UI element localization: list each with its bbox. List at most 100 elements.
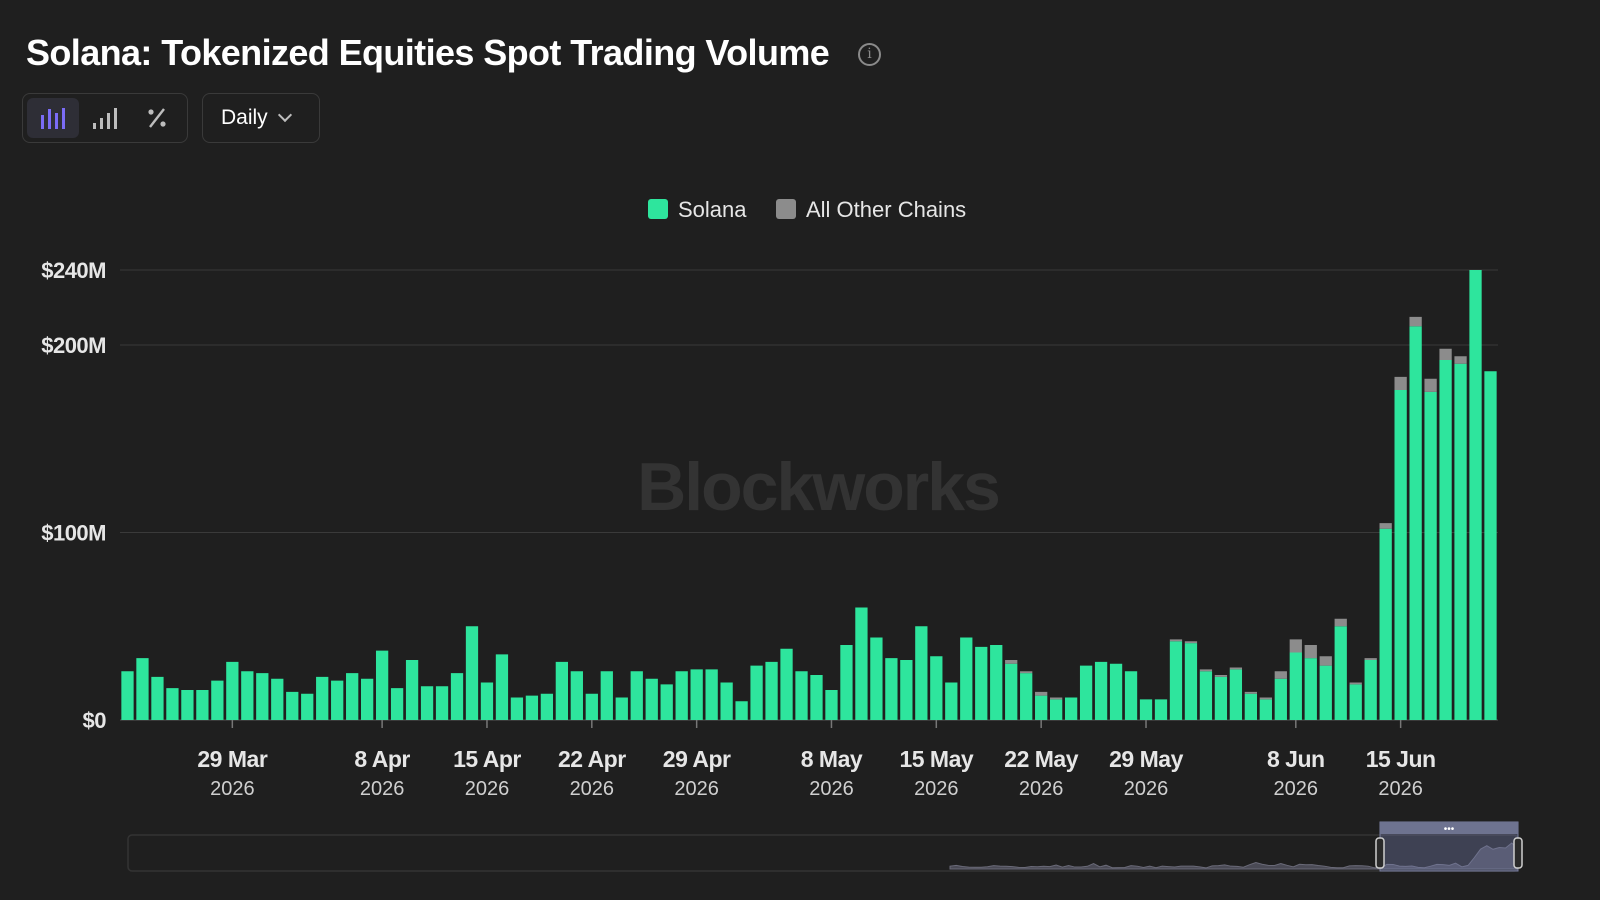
x-tick-year: 2026 (674, 778, 719, 800)
bar-solana (331, 680, 344, 720)
bar-solana (855, 607, 868, 720)
bar-solana (1124, 671, 1138, 720)
x-tick-label: 22 May (1004, 746, 1078, 772)
bar-solana (1304, 658, 1317, 720)
bar-other-chains (1259, 697, 1272, 700)
bar-solana (720, 682, 733, 720)
bar-solana (645, 678, 658, 720)
x-tick-label: 15 May (899, 746, 973, 772)
bar-solana (930, 656, 943, 720)
x-tick-year: 2026 (1274, 778, 1319, 800)
bar-solana (450, 673, 464, 720)
period-dropdown[interactable]: Daily (202, 93, 320, 143)
bar-solana (435, 686, 449, 720)
bar-other-chains (1169, 639, 1183, 642)
bar-solana (1214, 676, 1228, 720)
x-tick-label: 15 Apr (453, 746, 521, 772)
bar-solana (1274, 678, 1287, 720)
bar-solana (1020, 673, 1033, 720)
bar-other-chains (1184, 641, 1198, 644)
bar-solana (1289, 652, 1302, 720)
bar-solana (555, 661, 568, 720)
bar-other-chains (1394, 376, 1407, 390)
y-tick-label: $240M (41, 258, 106, 283)
bar-solana (705, 669, 718, 720)
bar-other-chains (1439, 348, 1452, 360)
x-tick-label: 22 Apr (558, 746, 626, 772)
bar-solana (166, 688, 179, 720)
legend-solana-label: Solana (678, 197, 747, 222)
navigator-selection-bar (1380, 822, 1518, 834)
y-tick-label: $0 (83, 708, 107, 733)
bar-solana (1109, 663, 1123, 720)
bar-solana (1319, 665, 1332, 720)
bar-other-chains (1454, 356, 1467, 364)
bar-solana (960, 637, 973, 720)
bar-solana (241, 671, 254, 720)
bar-solana (1334, 626, 1347, 720)
navigator-mini-series (949, 842, 1519, 870)
bar-other-chains (1289, 639, 1302, 653)
x-tick-year: 2026 (210, 778, 255, 800)
bar-chart-icon (41, 108, 65, 129)
bar-solana (1079, 665, 1093, 720)
bar-solana (795, 671, 808, 720)
x-tick-year: 2026 (1019, 778, 1064, 800)
bar-solana (900, 660, 913, 720)
legend-other-chains-swatch (776, 199, 796, 219)
bar-solana (660, 684, 673, 720)
x-tick-label: 29 Mar (197, 746, 267, 772)
x-tick-label: 8 May (801, 746, 863, 772)
x-tick-label: 29 Apr (663, 746, 731, 772)
bar-other-chains (1349, 682, 1362, 685)
navigator-right-handle[interactable] (1513, 837, 1523, 869)
bar-other-chains (1020, 671, 1033, 674)
bar-solana (495, 654, 509, 720)
bar-solana (480, 682, 494, 720)
bar-solana (915, 626, 928, 720)
bar-other-chains (1274, 671, 1287, 679)
bar-solana (1244, 693, 1257, 720)
bar-solana (1050, 699, 1063, 720)
bar-chart-button[interactable] (27, 98, 79, 138)
bar-solana (780, 648, 793, 720)
bar-solana (510, 697, 524, 720)
bar-solana (286, 691, 299, 720)
navigator-left-handle[interactable] (1375, 837, 1385, 869)
bar-other-chains (1319, 656, 1332, 666)
bar-solana (750, 665, 763, 720)
bar-solana (1454, 363, 1467, 720)
chart-type-toolbar (22, 93, 188, 143)
bar-solana (1379, 528, 1392, 720)
x-tick-label: 15 Jun (1366, 746, 1436, 772)
bar-solana (870, 637, 883, 720)
bar-solana (1424, 391, 1437, 720)
bar-solana (1439, 360, 1452, 720)
bar-solana (810, 675, 823, 720)
x-tick-year: 2026 (465, 778, 510, 800)
bar-solana (1035, 695, 1048, 720)
period-dropdown-label: Daily (221, 106, 268, 129)
bar-solana (1229, 669, 1243, 720)
bar-solana (301, 693, 314, 720)
bar-solana (600, 671, 613, 720)
ascending-bars-icon (93, 108, 117, 129)
x-tick-label: 29 May (1109, 746, 1183, 772)
bar-other-chains (1244, 691, 1257, 694)
bar-solana (975, 646, 988, 720)
bar-solana (1184, 643, 1198, 720)
bar-solana (121, 671, 134, 720)
percent-button[interactable] (131, 98, 183, 138)
bar-solana (226, 661, 239, 720)
bar-other-chains (1379, 523, 1392, 529)
bar-solana (1394, 390, 1407, 720)
bar-solana (316, 676, 329, 720)
ascending-bars-button[interactable] (79, 98, 131, 138)
info-icon[interactable]: i (858, 43, 881, 66)
percent-icon (148, 108, 166, 128)
bar-solana (151, 676, 164, 720)
bar-solana (420, 686, 434, 720)
bar-solana (405, 660, 419, 720)
x-tick-year: 2026 (1378, 778, 1423, 800)
